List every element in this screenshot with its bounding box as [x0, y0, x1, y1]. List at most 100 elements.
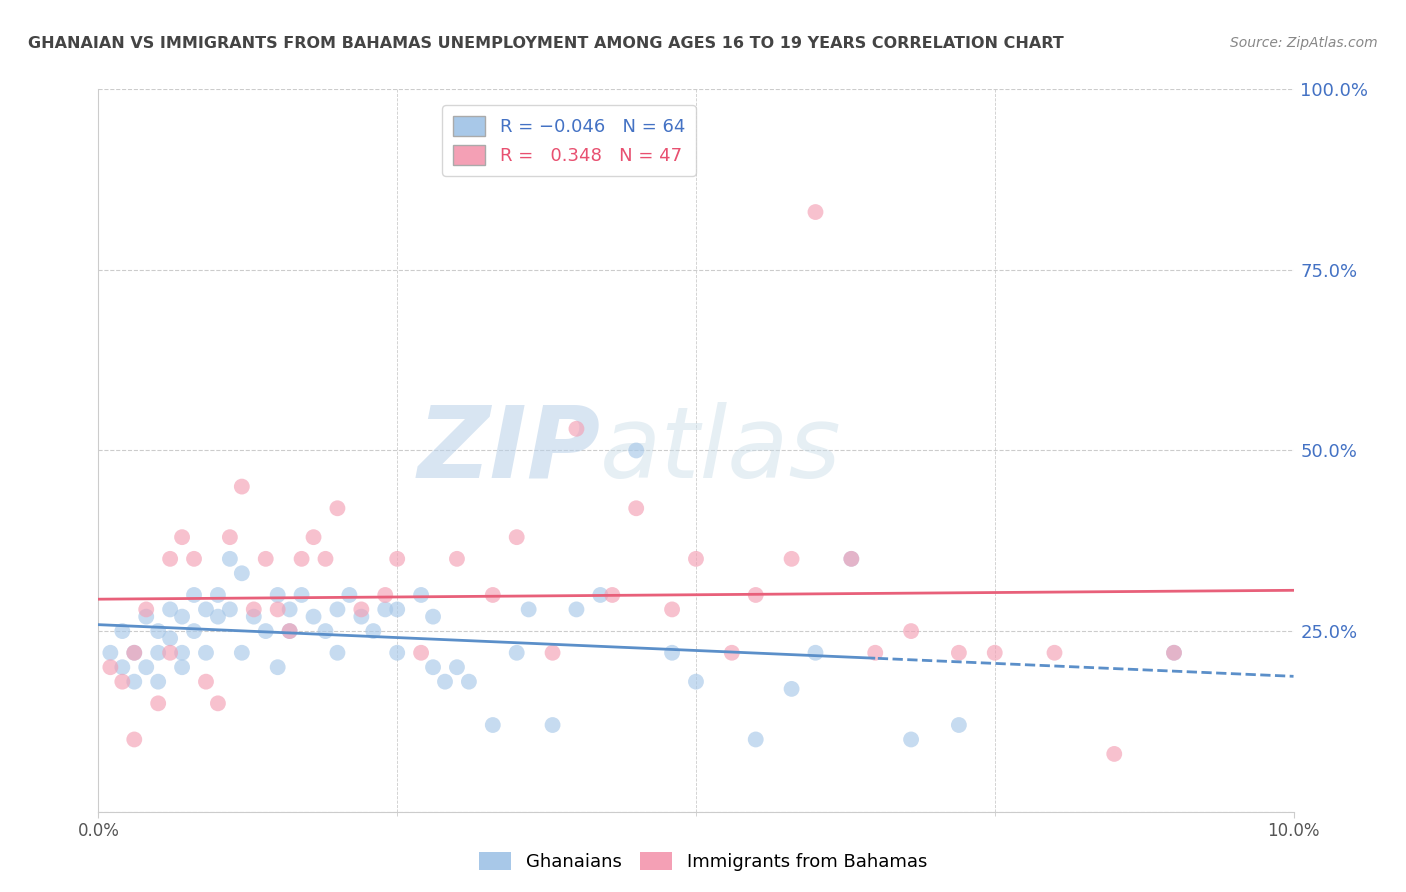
- Text: atlas: atlas: [600, 402, 842, 499]
- Point: [506, 530, 529, 544]
- Point: [350, 602, 373, 616]
- Point: [148, 696, 170, 710]
- Point: [219, 602, 242, 616]
- Point: [422, 609, 444, 624]
- Point: [626, 443, 648, 458]
- Point: [243, 609, 266, 624]
- Point: [148, 674, 170, 689]
- Text: Source: ZipAtlas.com: Source: ZipAtlas.com: [1230, 36, 1378, 50]
- Point: [159, 602, 181, 616]
- Point: [124, 646, 146, 660]
- Point: [804, 646, 827, 660]
- Point: [207, 588, 229, 602]
- Point: [565, 422, 588, 436]
- Point: [589, 588, 612, 602]
- Point: [172, 530, 194, 544]
- Point: [231, 646, 253, 660]
- Point: [172, 609, 194, 624]
- Point: [541, 718, 564, 732]
- Point: [865, 646, 887, 660]
- Point: [124, 674, 146, 689]
- Point: [721, 646, 744, 660]
- Point: [278, 624, 301, 639]
- Point: [291, 551, 314, 566]
- Point: [385, 602, 409, 616]
- Point: [207, 696, 229, 710]
- Point: [302, 609, 325, 624]
- Point: [745, 588, 768, 602]
- Point: [159, 646, 181, 660]
- Point: [315, 551, 337, 566]
- Point: [458, 674, 481, 689]
- Point: [363, 624, 385, 639]
- Point: [98, 646, 122, 660]
- Point: [195, 602, 218, 616]
- Point: [446, 660, 468, 674]
- Point: [135, 602, 157, 616]
- Point: [685, 674, 707, 689]
- Point: [148, 624, 170, 639]
- Text: ZIP: ZIP: [418, 402, 600, 499]
- Legend: Ghanaians, Immigrants from Bahamas: Ghanaians, Immigrants from Bahamas: [471, 845, 935, 879]
- Point: [506, 646, 529, 660]
- Point: [984, 646, 1007, 660]
- Point: [685, 551, 707, 566]
- Point: [565, 602, 588, 616]
- Point: [374, 588, 396, 602]
- Point: [124, 646, 146, 660]
- Point: [159, 551, 181, 566]
- Point: [948, 718, 970, 732]
- Point: [374, 602, 396, 616]
- Point: [948, 646, 970, 660]
- Point: [1163, 646, 1185, 660]
- Text: GHANAIAN VS IMMIGRANTS FROM BAHAMAS UNEMPLOYMENT AMONG AGES 16 TO 19 YEARS CORRE: GHANAIAN VS IMMIGRANTS FROM BAHAMAS UNEM…: [28, 36, 1064, 51]
- Point: [195, 646, 218, 660]
- Point: [900, 732, 922, 747]
- Point: [302, 530, 325, 544]
- Point: [195, 674, 218, 689]
- Point: [98, 660, 122, 674]
- Point: [411, 588, 433, 602]
- Point: [780, 681, 803, 696]
- Point: [207, 609, 229, 624]
- Point: [111, 674, 134, 689]
- Point: [183, 624, 205, 639]
- Point: [745, 732, 768, 747]
- Point: [661, 646, 683, 660]
- Point: [326, 646, 349, 660]
- Point: [350, 609, 373, 624]
- Point: [1163, 646, 1185, 660]
- Point: [482, 718, 505, 732]
- Point: [135, 609, 157, 624]
- Point: [315, 624, 337, 639]
- Point: [254, 551, 277, 566]
- Point: [291, 588, 314, 602]
- Point: [124, 732, 146, 747]
- Point: [243, 602, 266, 616]
- Point: [626, 501, 648, 516]
- Point: [1043, 646, 1066, 660]
- Point: [267, 660, 290, 674]
- Point: [111, 660, 134, 674]
- Point: [780, 551, 803, 566]
- Point: [661, 602, 683, 616]
- Point: [1104, 747, 1126, 761]
- Point: [339, 588, 361, 602]
- Point: [804, 205, 827, 219]
- Point: [254, 624, 277, 639]
- Point: [267, 588, 290, 602]
- Point: [446, 551, 468, 566]
- Point: [422, 660, 444, 674]
- Point: [434, 674, 457, 689]
- Point: [111, 624, 134, 639]
- Point: [326, 501, 349, 516]
- Point: [385, 551, 409, 566]
- Point: [541, 646, 564, 660]
- Point: [231, 566, 253, 581]
- Legend: R = −0.046   N = 64, R =   0.348   N = 47: R = −0.046 N = 64, R = 0.348 N = 47: [441, 105, 696, 176]
- Point: [183, 588, 205, 602]
- Point: [183, 551, 205, 566]
- Point: [278, 602, 301, 616]
- Point: [267, 602, 290, 616]
- Point: [602, 588, 624, 602]
